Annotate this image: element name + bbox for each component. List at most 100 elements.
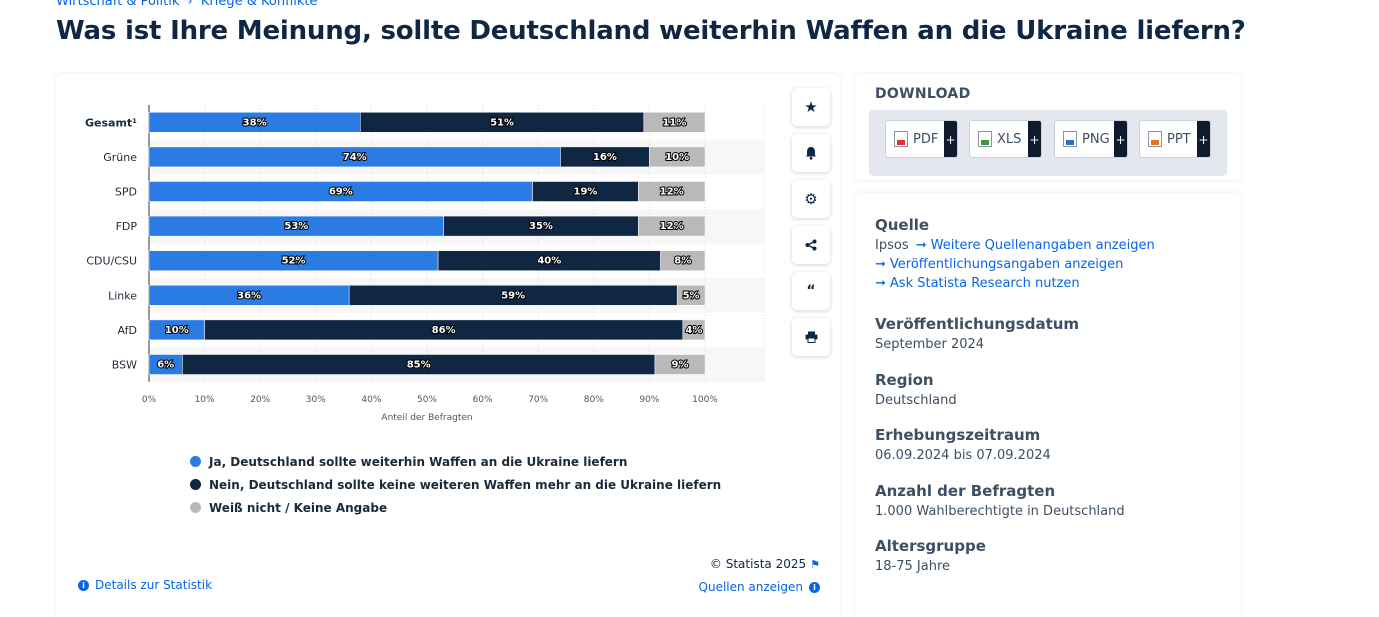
data-label: 59% [501, 290, 525, 301]
legend-label: Ja, Deutschland sollte weiterhin Waffen … [209, 454, 628, 469]
category-label: Linke [108, 289, 137, 302]
data-label: 74% [343, 152, 367, 163]
info-icon: i [78, 579, 89, 591]
data-label: 35% [529, 221, 553, 232]
respondents-heading: Anzahl der Befragten [875, 482, 1056, 500]
legend-dot [190, 479, 201, 490]
arrow-right-icon: ➞ [915, 238, 927, 253]
share-button[interactable] [792, 226, 830, 264]
legend-item-weiss-nicht[interactable]: Weiß nicht / Keine Angabe [190, 496, 721, 519]
period-value: 06.09.2024 bis 07.09.2024 [875, 448, 1051, 463]
bar-chart: Gesamt¹ 38% 51% 11% Grüne 74% 16% 10% SPD 69% 19% 1… [85, 105, 765, 423]
source-name: Ipsos [875, 238, 909, 253]
data-label: 9% [671, 360, 688, 371]
breadcrumb-item-economy[interactable]: Wirtschaft & Politik [56, 0, 180, 9]
x-tick-label: 10% [195, 395, 215, 405]
age-heading: Altersgruppe [875, 537, 986, 555]
ppt-file-icon [1148, 131, 1162, 147]
favorite-button[interactable]: ★ [792, 88, 830, 126]
x-tick-label: 60% [473, 395, 493, 405]
details-link[interactable]: i Details zur Statistik [78, 578, 212, 592]
x-tick-label: 20% [250, 395, 270, 405]
category-label: Gesamt¹ [85, 116, 137, 129]
publication-date-section: Veröffentlichungsdatum September 2024 [875, 315, 1079, 352]
ask-research-label: Ask Statista Research nutzen [889, 276, 1080, 291]
legend-item-ja[interactable]: Ja, Deutschland sollte weiterhin Waffen … [190, 450, 721, 473]
data-label: 10% [665, 152, 689, 163]
data-label: 38% [243, 117, 267, 128]
data-label: 6% [157, 360, 174, 371]
bar-weiss-nicht [682, 319, 706, 341]
pubdate-value: September 2024 [875, 337, 985, 352]
x-tick-label: 100% [692, 395, 718, 405]
category-label: BSW [112, 359, 137, 372]
cite-button[interactable]: “ [792, 272, 830, 310]
publication-info-label: Veröffentlichungsangaben anzeigen [889, 257, 1124, 272]
data-label: 53% [284, 221, 308, 232]
breadcrumb: Wirtschaft & Politik › Kriege & Konflikt… [56, 0, 322, 9]
data-label: 69% [329, 187, 353, 198]
notification-button[interactable] [792, 134, 830, 172]
data-label: 36% [237, 290, 261, 301]
bar-weiss-nicht [660, 250, 706, 271]
download-title: DOWNLOAD [875, 86, 971, 102]
pdf-file-icon [894, 131, 908, 147]
source-line: Ipsos ➞ Weitere Quellenangaben anzeigen [875, 238, 1155, 253]
star-icon: ★ [804, 98, 818, 116]
arrow-right-icon: ➞ [875, 276, 886, 291]
category-label: Grüne [103, 151, 137, 164]
download-png-label: PNG [1082, 131, 1110, 147]
bar-weiss-nicht [643, 112, 706, 133]
x-tick-label: 40% [361, 395, 381, 405]
download-ppt-button[interactable]: PPT + [1139, 120, 1211, 158]
data-label: 12% [660, 187, 684, 198]
category-label: FDP [116, 220, 138, 233]
quote-icon: “ [806, 283, 816, 299]
data-label: 52% [282, 256, 306, 267]
download-pdf-label: PDF [913, 131, 939, 147]
data-label: 4% [685, 325, 702, 336]
data-label: 85% [407, 360, 431, 371]
statistic-info-card: Quelle Ipsos ➞ Weitere Quellenangaben anz… [855, 193, 1241, 617]
data-label: 16% [593, 152, 617, 163]
plus-icon: + [1114, 121, 1127, 157]
more-sources-link[interactable]: Weitere Quellenangaben anzeigen [930, 238, 1155, 253]
x-tick-label: 80% [584, 395, 604, 405]
x-tick-label: 70% [528, 395, 548, 405]
show-sources-link[interactable]: Quellen anzeigen i [699, 580, 820, 594]
region-section: Region Deutschland [875, 371, 957, 408]
share-icon [805, 239, 817, 251]
download-pdf-button[interactable]: PDF + [885, 120, 958, 158]
chart-legend: Ja, Deutschland sollte weiterhin Waffen … [190, 450, 721, 519]
arrow-right-icon: ➞ [875, 257, 886, 272]
plus-icon: + [1197, 121, 1210, 157]
pubdate-heading: Veröffentlichungsdatum [875, 315, 1080, 333]
plus-icon: + [944, 121, 957, 157]
page-title: Was ist Ihre Meinung, sollte Deutschland… [56, 16, 1246, 46]
data-label: 51% [490, 117, 514, 128]
settings-button[interactable]: ⚙ [792, 180, 830, 218]
chart-card: Gesamt¹ 38% 51% 11% Grüne 74% 16% 10% SPD 69% 19% 1… [56, 74, 840, 617]
legend-item-nein[interactable]: Nein, Deutschland sollte keine weiteren … [190, 473, 721, 496]
data-label: 5% [683, 290, 700, 301]
category-label: CDU/CSU [86, 255, 137, 268]
legend-dot [190, 502, 201, 513]
period-heading: Erhebungszeitraum [875, 426, 1041, 444]
data-label: 8% [674, 256, 691, 267]
download-tray: PDF + XLS + PNG + PPT + [869, 110, 1227, 176]
region-heading: Region [875, 371, 934, 389]
download-png-button[interactable]: PNG + [1054, 120, 1128, 158]
xls-file-icon [978, 131, 992, 147]
data-label: 19% [573, 187, 597, 198]
source-heading: Quelle [875, 216, 930, 234]
copyright-text: © Statista 2025 [709, 557, 807, 571]
download-xls-button[interactable]: XLS + [969, 120, 1042, 158]
show-sources-label: Quellen anzeigen [698, 580, 803, 594]
breadcrumb-item-wars[interactable]: Kriege & Konflikte [200, 0, 318, 9]
copyright-notice[interactable]: © Statista 2025 ⚑ [710, 557, 820, 571]
publication-info-link[interactable]: ➞ Veröffentlichungsangaben anzeigen [875, 257, 1155, 272]
bar-weiss-nicht [638, 181, 706, 202]
print-button[interactable] [792, 318, 830, 356]
legend-dot [190, 456, 201, 467]
ask-research-link[interactable]: ➞ Ask Statista Research nutzen [875, 276, 1155, 291]
